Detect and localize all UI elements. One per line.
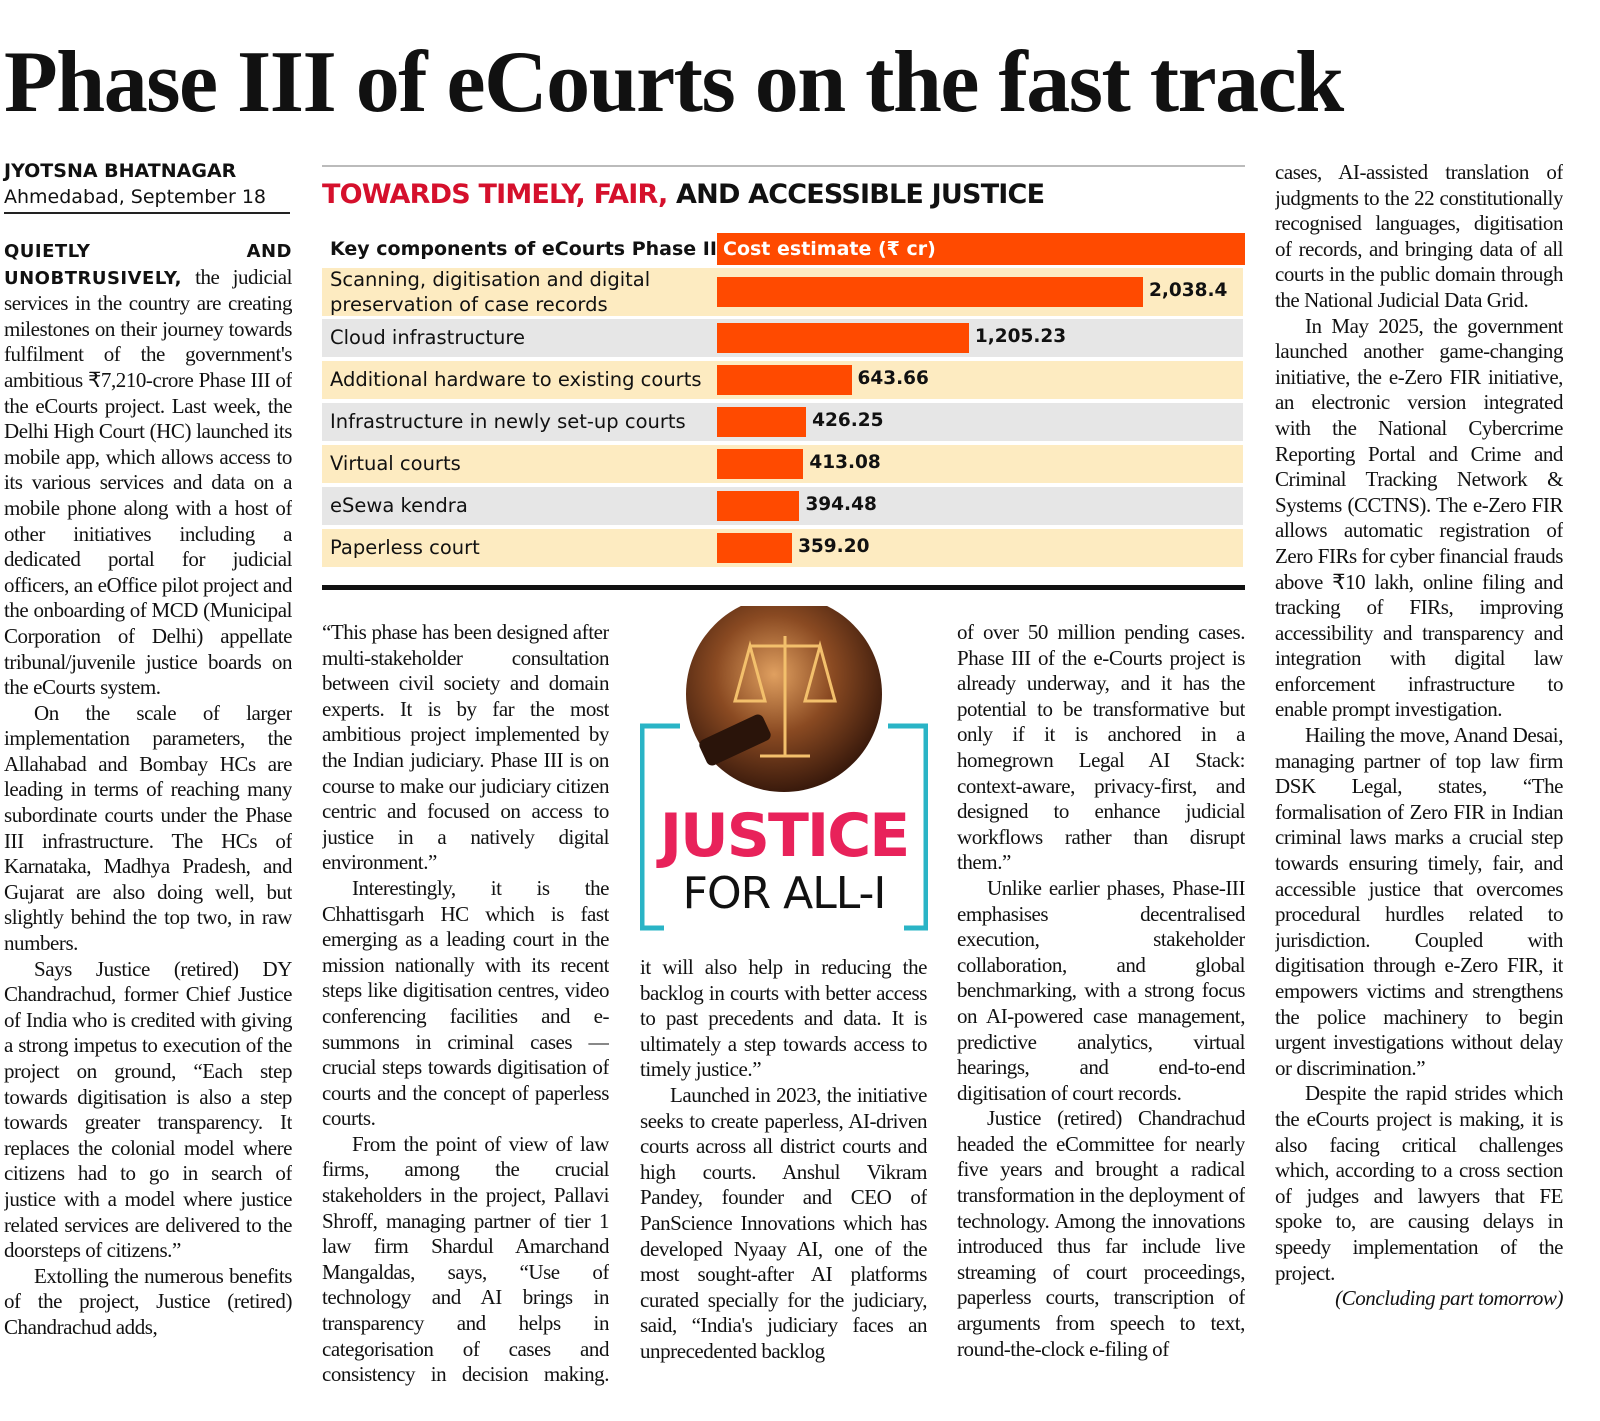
- category-header: Key components of eCourts Phase III: [330, 238, 724, 260]
- byline: JYOTSNA BHATNAGAR Ahmedabad, September 1…: [4, 158, 290, 214]
- paragraph-text: Interestingly, it is the Chhattisgarh HC…: [322, 875, 609, 1131]
- paragraph-text: Launched in 2023, the initiative seeks t…: [640, 1082, 927, 1363]
- value-label: 394.48: [805, 494, 877, 515]
- paragraph: Launched in 2023, the initiative seeks t…: [640, 1083, 927, 1365]
- gavel-icon: [699, 714, 771, 766]
- paragraph-text: In May 2025, the government launched ano…: [1275, 313, 1563, 722]
- rule: [322, 585, 1245, 590]
- paragraph: Interestingly, it is the Chhattisgarh HC…: [322, 876, 609, 1132]
- dateline: Ahmedabad, September 18: [4, 186, 267, 208]
- category-label: Infrastructure in newly set-up courts: [330, 410, 686, 433]
- category-label: Cloud infrastructure: [330, 326, 525, 349]
- scale-icon: [733, 636, 837, 758]
- paragraph: Unlike earlier phases, Phase-III emphasi…: [957, 876, 1245, 1106]
- value-label: 426.25: [812, 410, 884, 431]
- paragraph: Hailing the move, Anand Desai, managing …: [1275, 723, 1563, 1081]
- category-label: Paperless court: [330, 536, 480, 559]
- paragraph: “This phase has been designed after mult…: [322, 620, 609, 876]
- paragraph: Despite the rapid strides which the eCou…: [1275, 1081, 1563, 1286]
- closing-note: (Concluding part tomorrow): [1335, 1286, 1563, 1311]
- paragraph-text: Unlike earlier phases, Phase-III emphasi…: [957, 875, 1245, 1105]
- paragraph: In May 2025, the government launched ano…: [1275, 314, 1563, 724]
- value-label: 413.08: [809, 452, 881, 473]
- author: JYOTSNA BHATNAGAR: [4, 160, 237, 182]
- chart-title-part: TOWARDS TIMELY, FAIR,: [322, 179, 668, 210]
- value-label: 2,038.4: [1149, 280, 1228, 301]
- bar: [717, 365, 852, 395]
- value-label: 359.20: [798, 536, 870, 557]
- paragraph-text: Despite the rapid strides which the eCou…: [1275, 1081, 1563, 1285]
- paragraph-text: Says Justice (retired) DY Chandrachud, f…: [4, 956, 292, 1263]
- paragraph: cases, AI-assisted translation of judgme…: [1275, 160, 1563, 314]
- paragraph: On the scale of larger implementation pa…: [4, 701, 292, 957]
- category-label: eSewa kendra: [330, 494, 468, 517]
- paragraph-text: “This phase has been designed after mult…: [322, 620, 609, 875]
- text-column: of over 50 million pending cases. Phase …: [957, 620, 1245, 1390]
- value-label: 1,205.23: [974, 326, 1067, 347]
- paragraph: From the point of view of law firms, amo…: [322, 1132, 609, 1390]
- paragraph-text: Justice (retired) Chandrachud headed the…: [957, 1106, 1245, 1361]
- paragraph-text: the judicial services in the country are…: [4, 264, 292, 700]
- paragraph: QUIETLY AND UNOBTRUSIVELY, the judicial …: [4, 238, 292, 701]
- chart-title: TOWARDS TIMELY, FAIR, AND ACCESSIBLE JUS…: [322, 179, 1045, 210]
- paragraph-text: it will also help in reducing the backlo…: [640, 955, 927, 1082]
- bar: [717, 407, 807, 437]
- paragraph: it will also help in reducing the backlo…: [640, 955, 927, 1083]
- lead-in: QUIETLY AND UNOBTRUSIVELY,: [4, 241, 292, 289]
- value-header: Cost estimate (₹ cr): [717, 233, 1245, 265]
- bar: [717, 277, 1143, 307]
- paragraph: Justice (retired) Chandrachud headed the…: [957, 1106, 1245, 1362]
- text-column: “This phase has been designed after mult…: [322, 620, 609, 1390]
- text-column: it will also help in reducing the backlo…: [640, 955, 927, 1390]
- paragraph-text: of over 50 million pending cases. Phase …: [957, 620, 1245, 875]
- category-label: Scanning, digitisation and digital prese…: [330, 268, 651, 316]
- text-column: cases, AI-assisted translation of judgme…: [1275, 160, 1563, 1390]
- bar: [717, 323, 969, 353]
- chart: TOWARDS TIMELY, FAIR, AND ACCESSIBLE JUS…: [322, 165, 1245, 592]
- category-label: Virtual courts: [330, 452, 461, 475]
- frame: [640, 723, 928, 931]
- category-label: Additional hardware to existing courts: [330, 368, 702, 391]
- headline: Phase III of eCourts on the fast track: [4, 34, 1344, 131]
- paragraph-text: Extolling the numerous benefits of the p…: [4, 1263, 292, 1339]
- paragraph-text: cases, AI-assisted translation of judgme…: [1275, 160, 1563, 312]
- paragraph: Extolling the numerous benefits of the p…: [4, 1264, 292, 1341]
- bar: [717, 491, 800, 521]
- paragraph-text: From the point of view of law firms, amo…: [322, 1131, 609, 1390]
- bar: [717, 533, 793, 563]
- chart-title-part: AND ACCESSIBLE JUSTICE: [676, 179, 1045, 210]
- graphic-subtitle: FOR ALL-I: [683, 868, 886, 919]
- paragraph: Says Justice (retired) DY Chandrachud, f…: [4, 957, 292, 1264]
- graphic: JUSTICE FOR ALL-I: [640, 606, 928, 931]
- value-label: 643.66: [857, 368, 929, 389]
- paragraph-text: On the scale of larger implementation pa…: [4, 700, 292, 956]
- text-column: QUIETLY AND UNOBTRUSIVELY, the judicial …: [4, 238, 292, 1388]
- graphic-title: JUSTICE: [656, 801, 909, 871]
- bar: [717, 449, 804, 479]
- paragraph-text: Hailing the move, Anand Desai, managing …: [1275, 723, 1563, 1080]
- paragraph: of over 50 million pending cases. Phase …: [957, 620, 1245, 876]
